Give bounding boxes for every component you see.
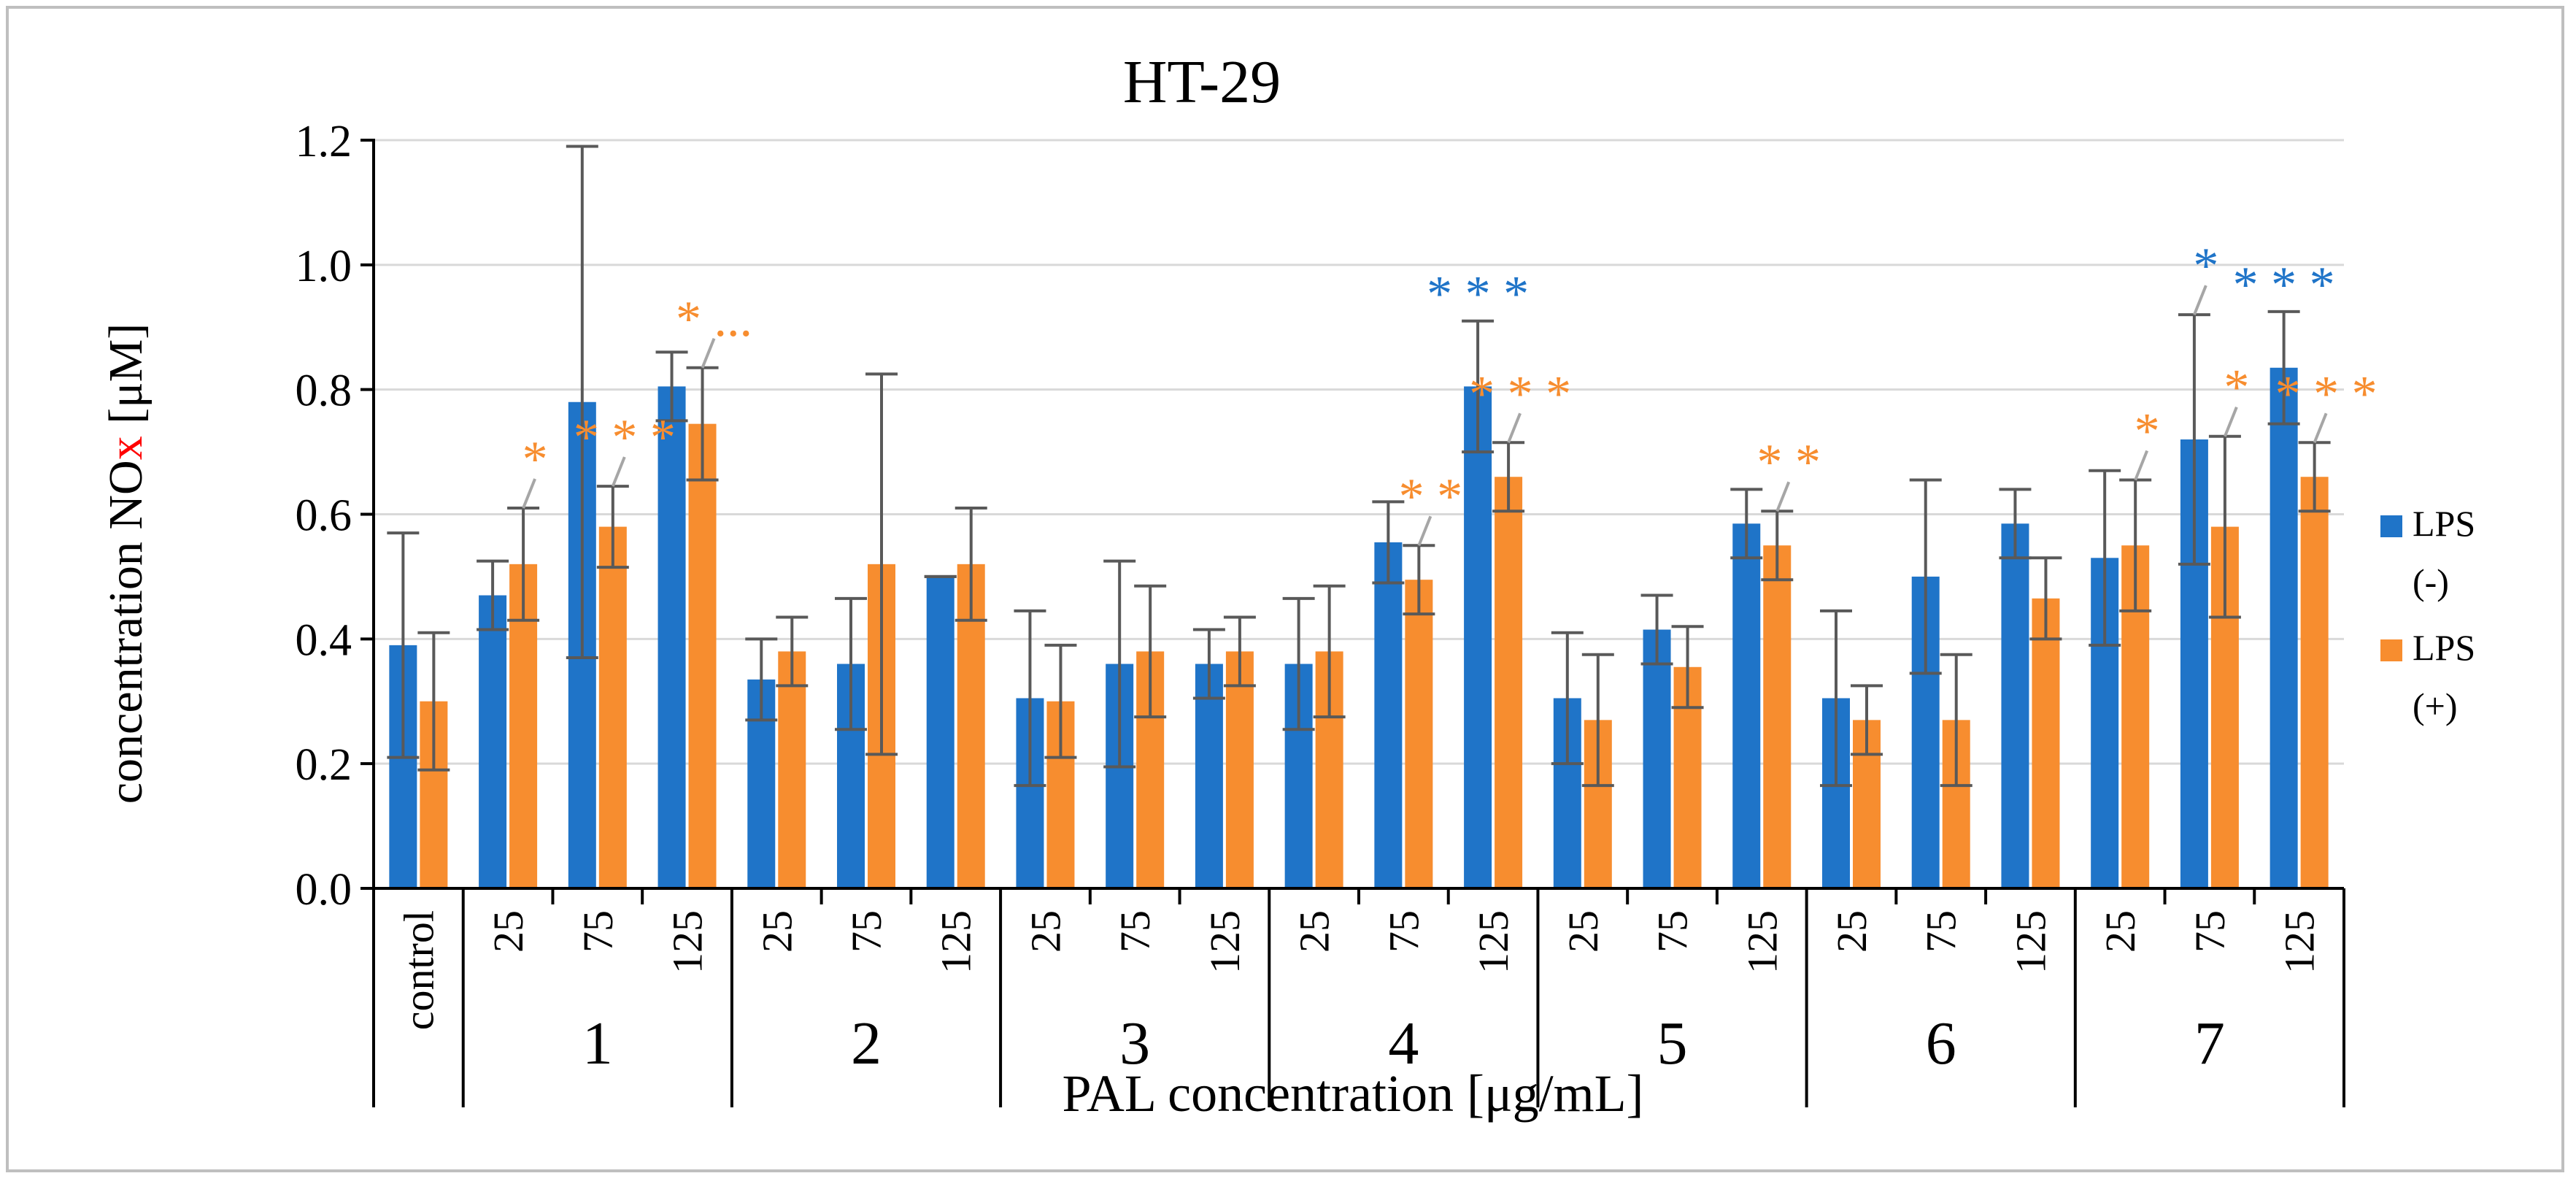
x-tick-label: 75	[1649, 910, 1697, 953]
chart-frame: HT-29 0.0 0.2 0.4 0.6 0.8 1.0 1.2 control 25 75 1…	[6, 6, 2564, 1172]
x-tick-label: 25	[1022, 910, 1069, 953]
x-tick-label: 125	[2007, 910, 2054, 974]
annotation-leader	[611, 456, 626, 487]
x-tick-label: 125	[933, 910, 980, 974]
bar	[598, 526, 627, 888]
x-tick-label: control	[395, 910, 442, 1030]
significance-marker: * * *	[2275, 366, 2378, 422]
y-tick-label: 0.0	[296, 865, 352, 915]
y-axis-label-main: concentration NO	[99, 460, 153, 804]
annotation-leader	[1417, 515, 1432, 546]
annotation-leader	[701, 338, 716, 369]
x-tick-label: 125	[664, 910, 712, 974]
annotation-leader	[2193, 285, 2207, 315]
legend-swatch-lps-minus	[2380, 515, 2402, 537]
significance-marker: * * *	[1469, 366, 1571, 422]
y-tick-label: 0.6	[296, 491, 352, 541]
bar	[778, 651, 806, 888]
x-tick-label: 25	[1559, 910, 1607, 953]
x-tick-label: 75	[1111, 910, 1159, 953]
legend-label-lps-plus-line2: (+)	[2413, 685, 2458, 726]
x-tick-label: 75	[1380, 910, 1427, 953]
bar-chart: HT-29 0.00.20.40.60.81.01.2 control 25 75 1…	[99, 48, 2475, 1123]
x-tick-label: 25	[485, 910, 532, 953]
error-bars	[387, 145, 2331, 788]
x-axis-label: PAL concentration [μg/mL]	[1062, 1064, 1643, 1123]
annotation-leader	[522, 478, 536, 509]
x-tick-label: 125	[1201, 910, 1249, 974]
group-label: 1	[582, 1010, 613, 1077]
bar	[2270, 367, 2298, 888]
bar	[1732, 523, 1761, 888]
legend-label-lps-minus-line1: LPS	[2413, 503, 2475, 544]
significance-marker: * ...	[676, 291, 752, 347]
annotation-leader	[1775, 481, 1791, 512]
group-label: 4	[1388, 1010, 1419, 1077]
bars	[389, 367, 2329, 888]
x-tick-label: 125	[1470, 910, 1517, 974]
bar	[2001, 523, 2029, 888]
bar	[1495, 477, 1523, 888]
annotation-leader	[2224, 406, 2238, 437]
y-tick-labels: 0.0 0.2 0.4 0.6 0.8 1.0 1.2	[296, 117, 352, 915]
group-labels: 1 2 3 4 5 6 7	[582, 1010, 2225, 1077]
y-axis-label-unit: [μM]	[99, 323, 153, 437]
significance-marker: * *	[1399, 469, 1463, 525]
x-tick-label: 75	[2186, 910, 2234, 953]
x-tick-label: 25	[2097, 910, 2144, 953]
bar	[1374, 542, 1403, 888]
significance-marker: *	[2193, 238, 2218, 294]
bar	[1225, 651, 1254, 888]
group-label: 6	[1926, 1010, 1956, 1077]
axes	[360, 139, 2345, 1107]
x-tick-label: 75	[1918, 910, 1965, 953]
x-tick-label: 25	[753, 910, 801, 953]
bar	[479, 595, 507, 888]
x-tick-label: 75	[574, 910, 622, 953]
legend-swatch-lps-plus	[2380, 639, 2402, 661]
y-tick-label: 1.0	[296, 242, 352, 291]
bar	[926, 576, 955, 888]
y-axis-label: concentration NOx [μM]	[99, 323, 153, 804]
legend-label-lps-minus-line2: (-)	[2413, 561, 2449, 602]
bar	[1643, 629, 1671, 888]
x-tick-label: 125	[2276, 910, 2324, 974]
annotation-leader	[2313, 412, 2328, 444]
x-tick-label: 125	[1738, 910, 1786, 974]
chart-title: HT-29	[1123, 48, 1281, 116]
significance-marker: * * *	[1427, 266, 1529, 323]
legend-label-lps-plus-line1: LPS	[2413, 627, 2475, 668]
x-tick-label: 25	[1291, 910, 1338, 953]
group-label: 2	[851, 1010, 882, 1077]
y-tick-label: 0.4	[296, 615, 352, 665]
bar	[2300, 477, 2329, 888]
bar	[1763, 545, 1792, 888]
y-axis-label-subscript: x	[99, 436, 153, 460]
significance-marker: *	[2224, 360, 2249, 416]
legend: LPS (-) LPS (+)	[2380, 503, 2475, 726]
x-tick-labels: control 25 75 125 25 75 125 25 75 125 25 75 125 25 75 1…	[395, 910, 2323, 1030]
annotation-leader	[1507, 412, 1522, 444]
bar	[688, 423, 717, 888]
group-label: 5	[1657, 1010, 1688, 1077]
significance-marker: * * *	[574, 410, 676, 466]
y-tick-label: 1.2	[296, 117, 352, 166]
bar	[1464, 386, 1492, 888]
y-tick-label: 0.2	[296, 740, 352, 790]
x-tick-label: 75	[843, 910, 890, 953]
bar	[1405, 580, 1433, 888]
significance-marker: *	[522, 431, 548, 488]
significance-marker: * *	[1757, 434, 1821, 491]
annotation-leader	[2134, 450, 2149, 481]
y-tick-label: 0.8	[296, 366, 352, 416]
bar	[658, 386, 686, 888]
significance-marker: * * *	[2233, 257, 2335, 313]
group-label: 7	[2194, 1010, 2225, 1077]
bar	[1195, 664, 1223, 888]
bar	[2032, 598, 2060, 888]
x-tick-label: 25	[1828, 910, 1875, 953]
group-label: 3	[1119, 1010, 1150, 1077]
significance-annotations: * * * ** ...* ** * ** * ** ***** * ** * *	[522, 238, 2378, 546]
significance-marker: *	[2135, 404, 2160, 460]
